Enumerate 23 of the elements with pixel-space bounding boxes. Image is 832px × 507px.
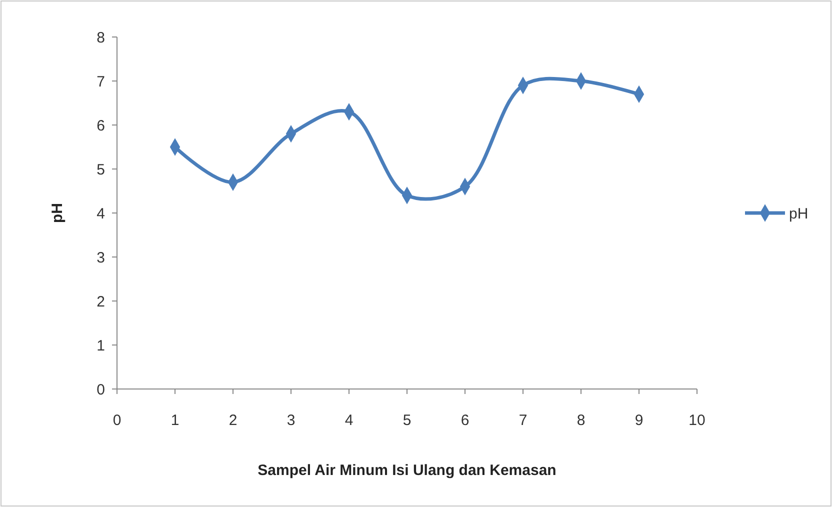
x-tick-label: 10 xyxy=(688,412,706,429)
legend-label: pH xyxy=(789,205,808,222)
y-tick-label: 1 xyxy=(96,337,105,354)
x-tick-label: 4 xyxy=(344,412,354,429)
x-tick-label: 7 xyxy=(518,412,528,429)
y-tick-label: 2 xyxy=(96,293,105,310)
x-tick-label: 5 xyxy=(402,412,412,429)
y-tick-label: 0 xyxy=(96,381,105,398)
x-tick-label: 1 xyxy=(170,412,180,429)
x-tick-label: 3 xyxy=(286,412,296,429)
y-tick-label: 6 xyxy=(96,117,105,134)
y-tick-label: 5 xyxy=(96,161,105,178)
y-tick-label: 8 xyxy=(96,29,105,46)
x-tick-label: 6 xyxy=(460,412,470,429)
y-axis-title: pH xyxy=(49,203,66,223)
y-tick-label: 7 xyxy=(96,73,105,90)
x-tick-label: 2 xyxy=(228,412,238,429)
x-tick-label: 8 xyxy=(576,412,586,429)
y-tick-label: 3 xyxy=(96,249,105,266)
y-tick-label: 4 xyxy=(96,205,105,222)
x-axis-title: Sampel Air Minum Isi Ulang dan Kemasan xyxy=(258,462,556,479)
x-tick-label: 9 xyxy=(634,412,644,429)
x-tick-label: 0 xyxy=(112,412,122,429)
